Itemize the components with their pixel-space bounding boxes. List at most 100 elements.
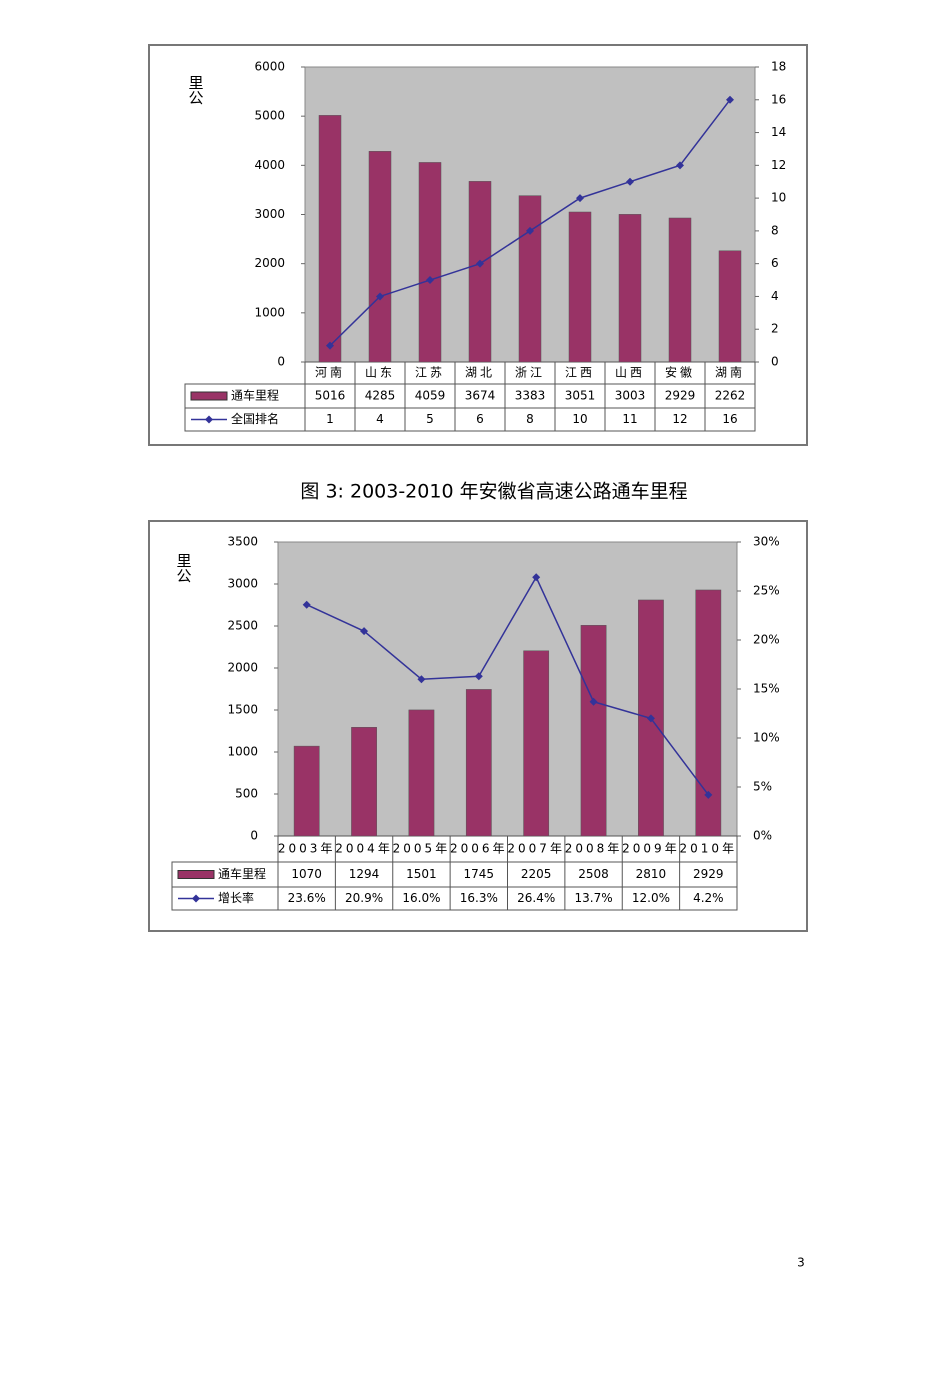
marker [726, 95, 734, 104]
bar [523, 650, 550, 837]
y2-tick-label: 20% [753, 633, 780, 647]
bar [408, 709, 435, 837]
line [306, 575, 709, 796]
bar [518, 195, 542, 363]
table-value: 16.0% [402, 891, 440, 905]
y2-tick-label: 4 [771, 289, 779, 303]
y-tick-label: 2000 [227, 661, 258, 675]
table-value: 23.6% [288, 891, 326, 905]
table-value: 1070 [291, 867, 322, 881]
table-value: 10 [572, 412, 587, 426]
y-tick-label: 1000 [254, 305, 285, 319]
y-axis-label: 里公 [187, 75, 205, 105]
table-value: 12.0% [632, 891, 670, 905]
x-tick-label: 2004年 [335, 842, 393, 856]
x-tick-label: 2006年 [450, 842, 508, 856]
table-value: 11 [622, 412, 637, 426]
bar [695, 589, 722, 837]
marker [532, 573, 541, 582]
marker [676, 161, 684, 170]
x-tick-label: 2009年 [622, 842, 680, 856]
y2-tick-label: 10 [771, 191, 786, 205]
x-tick-label: 山西 [615, 366, 645, 380]
y2-tick-label: 18 [771, 60, 786, 74]
y-tick-label: 5000 [254, 109, 285, 123]
marker [474, 672, 483, 681]
table-value: 20.9% [345, 891, 383, 905]
x-tick-label: 山东 [365, 366, 395, 380]
bar [618, 214, 642, 363]
y2-tick-label: 0 [771, 355, 779, 369]
table-value: 2929 [665, 389, 696, 403]
x-tick-label: 江苏 [415, 366, 445, 380]
x-tick-label: 浙江 [515, 366, 545, 380]
table-value: 4285 [365, 389, 396, 403]
table-value: 2810 [636, 867, 667, 881]
legend-marker [205, 415, 213, 424]
table-value: 3383 [515, 389, 546, 403]
table-value: 4 [376, 412, 384, 426]
marker [417, 675, 426, 684]
bar [368, 151, 392, 363]
marker [589, 697, 598, 706]
marker [376, 292, 384, 301]
table-value: 3003 [615, 389, 646, 403]
table-value: 12 [672, 412, 687, 426]
table-value: 1501 [406, 867, 437, 881]
x-tick-label: 2003年 [278, 842, 336, 856]
x-tick-label: 湖南 [715, 365, 745, 380]
table-value: 2205 [521, 867, 552, 881]
y2-tick-label: 8 [771, 223, 779, 237]
bar [668, 217, 692, 363]
y-tick-label: 3000 [227, 577, 258, 591]
plot-area [277, 541, 738, 837]
marker [426, 276, 434, 285]
x-tick-label: 2007年 [507, 842, 565, 856]
legend-label: 通车里程 [218, 866, 266, 881]
bar [418, 162, 442, 363]
bar [318, 115, 342, 363]
y2-tick-label: 14 [771, 125, 786, 139]
y2-tick-label: 15% [753, 682, 780, 696]
marker [576, 194, 584, 203]
legend-swatch [177, 870, 215, 879]
bar [351, 727, 377, 837]
table-value: 5 [426, 412, 434, 426]
y-tick-label: 0 [250, 829, 258, 843]
marker [302, 600, 311, 609]
y2-tick-label: 10% [753, 731, 780, 745]
y-tick-label: 2500 [227, 619, 258, 633]
x-tick-label: 江西 [565, 366, 595, 380]
table-value: 5016 [315, 389, 346, 403]
marker [626, 177, 634, 186]
y-axis-label: 里公 [175, 553, 193, 583]
marker [476, 259, 484, 268]
figure-caption: 图 3: 2003-2010 年安徽省高速公路通车里程 [300, 481, 687, 503]
x-tick-label: 2010年 [680, 842, 738, 856]
y2-tick-label: 12 [771, 158, 786, 172]
marker [646, 714, 655, 723]
table-value: 3051 [565, 389, 596, 403]
marker [704, 790, 713, 799]
y-tick-label: 0 [277, 355, 285, 369]
y-tick-label: 3000 [254, 207, 285, 221]
x-tick-label: 河南 [315, 365, 345, 380]
table-value: 8 [526, 412, 534, 426]
marker [360, 627, 369, 636]
y-tick-label: 500 [235, 787, 258, 801]
y2-tick-label: 6 [771, 256, 779, 270]
table-value: 16 [722, 412, 737, 426]
y-tick-label: 1000 [227, 745, 258, 759]
y2-tick-label: 2 [771, 322, 779, 336]
table-value: 4059 [415, 389, 446, 403]
table-value: 1745 [464, 867, 495, 881]
y2-tick-label: 30% [753, 535, 780, 549]
legend-label: 全国排名 [231, 411, 279, 426]
table-value: 26.4% [517, 891, 555, 905]
table-value: 3674 [465, 389, 496, 403]
x-tick-label: 湖北 [465, 365, 495, 380]
y-tick-label: 4000 [254, 158, 285, 172]
x-tick-label: 2008年 [565, 842, 623, 856]
y-tick-label: 2000 [254, 256, 285, 270]
